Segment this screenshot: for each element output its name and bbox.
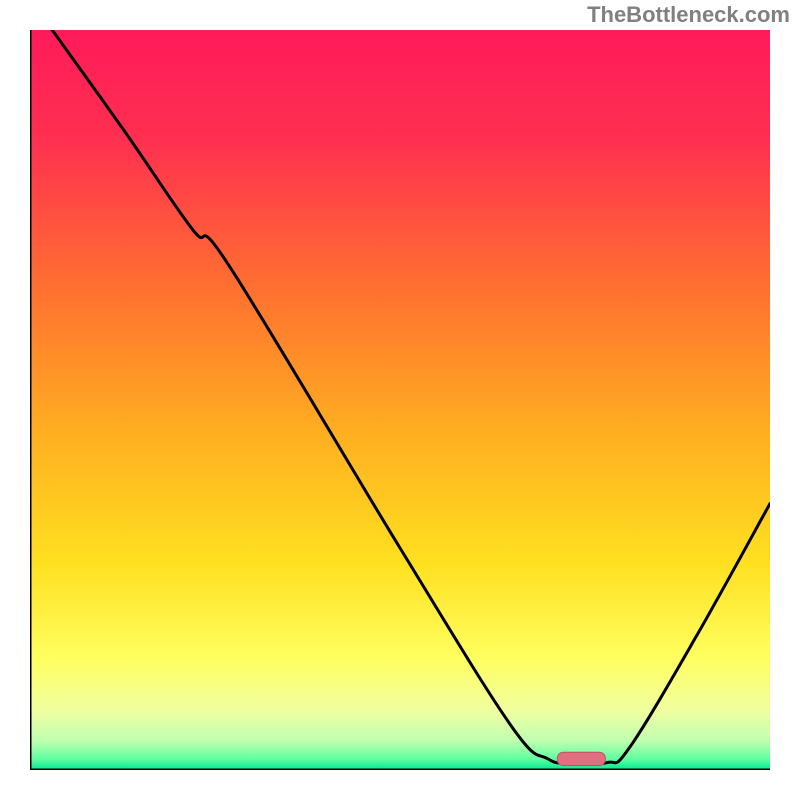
watermark-text: TheBottleneck.com — [587, 2, 790, 28]
gradient-background — [30, 30, 770, 770]
minimum-marker — [557, 752, 605, 765]
chart-container — [30, 30, 770, 770]
bottleneck-chart — [30, 30, 770, 770]
